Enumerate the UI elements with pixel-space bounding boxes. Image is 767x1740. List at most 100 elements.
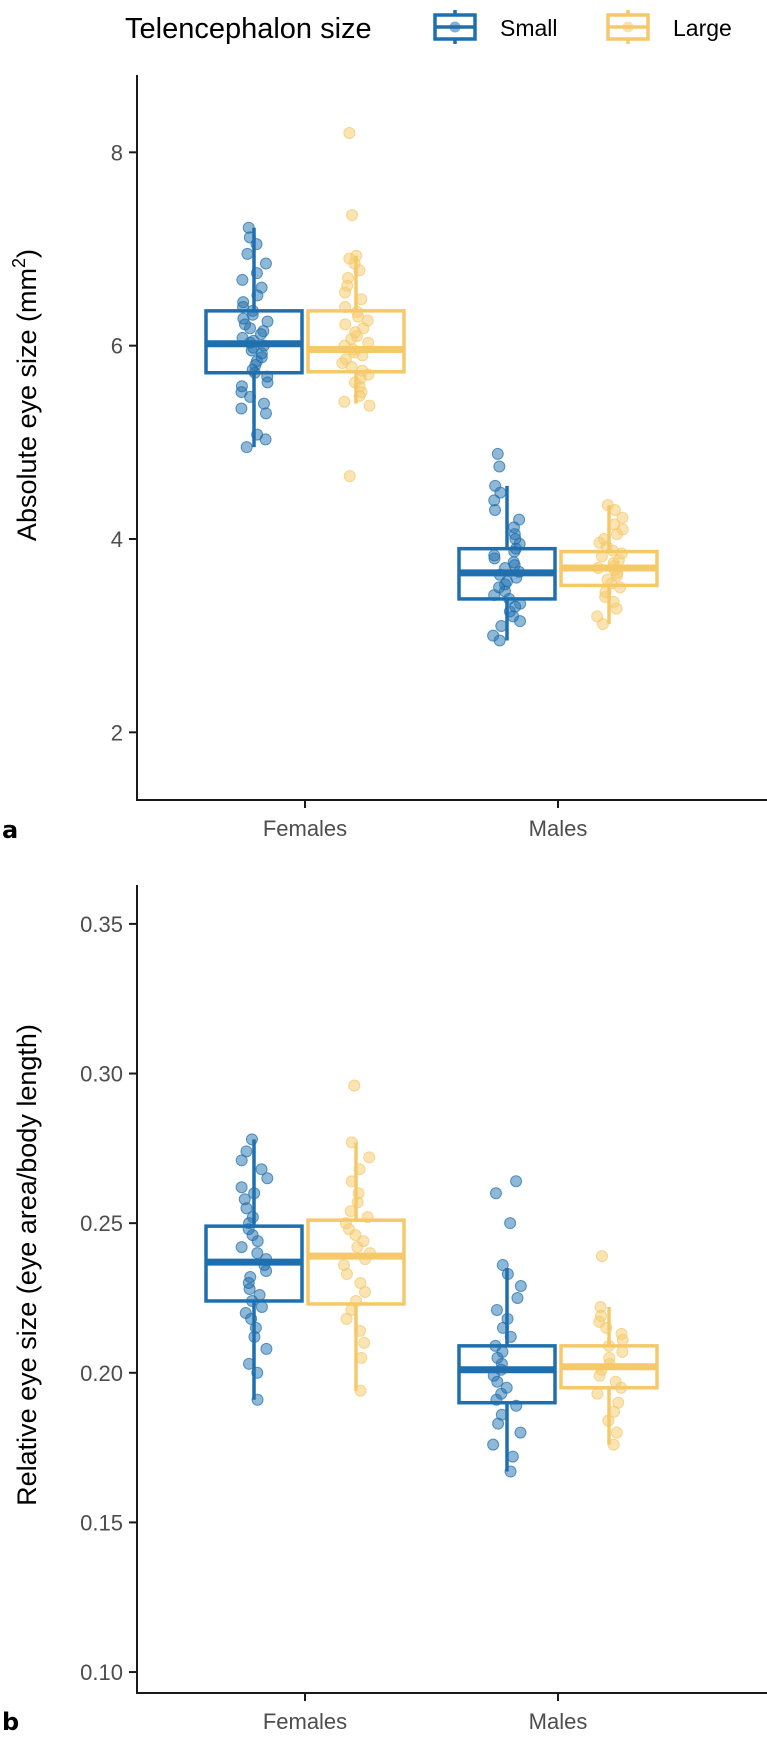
data-point <box>594 1300 607 1313</box>
data-point <box>598 533 611 545</box>
data-point <box>255 1163 268 1176</box>
data-point <box>504 1465 517 1478</box>
data-point <box>344 1205 357 1218</box>
data-point <box>507 556 520 569</box>
data-point <box>261 370 274 383</box>
data-point <box>511 1291 524 1304</box>
data-point <box>612 1396 625 1409</box>
data-point <box>500 1381 513 1394</box>
x-tick-label: Males <box>529 1709 588 1734</box>
data-point <box>343 470 356 483</box>
data-point <box>489 479 502 492</box>
data-point <box>514 1426 527 1439</box>
box-small-females <box>204 221 304 454</box>
data-point <box>259 407 272 420</box>
data-point <box>259 257 272 270</box>
data-point <box>251 1247 264 1260</box>
data-point <box>501 1268 514 1281</box>
box-small-females <box>204 1133 304 1406</box>
data-point <box>240 1145 253 1158</box>
legend-label: Large <box>673 15 732 41</box>
data-point <box>245 1133 258 1146</box>
box-large-males <box>559 499 659 631</box>
x-tick-label: Females <box>263 816 347 841</box>
data-point <box>608 518 621 531</box>
data-point <box>514 597 527 610</box>
legend-key-point <box>622 21 634 33</box>
data-point <box>257 397 270 410</box>
data-point <box>501 1312 514 1325</box>
data-point <box>488 494 501 507</box>
data-point <box>514 1280 527 1293</box>
y-tick-label: 0.10 <box>80 1660 123 1685</box>
data-point <box>339 301 352 313</box>
data-point <box>495 620 508 632</box>
data-point <box>348 1079 361 1092</box>
data-point <box>261 1172 274 1185</box>
data-point <box>350 249 363 262</box>
data-point <box>591 610 604 623</box>
data-point <box>602 1414 615 1427</box>
data-point <box>242 1357 255 1370</box>
data-point <box>607 1438 620 1451</box>
box-large-females <box>306 127 406 483</box>
data-point <box>238 1193 251 1206</box>
data-point <box>235 402 248 415</box>
legend-key-point <box>449 21 461 33</box>
data-point <box>261 315 274 328</box>
data-point <box>358 1336 371 1349</box>
data-point <box>339 318 352 331</box>
data-point <box>251 428 264 441</box>
data-point <box>343 127 356 139</box>
data-point <box>340 1312 353 1325</box>
x-tick-label: Females <box>263 1709 347 1734</box>
data-point <box>355 1351 368 1364</box>
data-point <box>236 273 249 286</box>
data-point <box>357 1235 370 1248</box>
y-tick-label: 2 <box>111 720 123 745</box>
box-large-males <box>559 1250 659 1451</box>
y-tick-label: 0.30 <box>80 1062 123 1087</box>
data-point <box>495 1408 508 1421</box>
data-point <box>260 1342 273 1355</box>
box-small-males <box>457 1175 557 1478</box>
data-point <box>251 1366 264 1379</box>
data-point <box>339 353 352 366</box>
data-point <box>354 1384 367 1397</box>
box-large-females <box>306 1079 406 1397</box>
y-axis-title: Relative eye size (eye area/body length) <box>12 1024 42 1506</box>
data-point <box>339 1217 352 1230</box>
data-point <box>599 586 612 599</box>
data-point <box>345 1136 358 1149</box>
data-point <box>251 1393 264 1406</box>
data-point <box>363 1151 376 1164</box>
data-point <box>239 1306 252 1319</box>
data-point <box>351 305 364 318</box>
data-point <box>352 1187 365 1200</box>
data-point <box>489 1187 502 1200</box>
data-point <box>338 395 351 408</box>
box-small-males <box>457 447 557 647</box>
data-point <box>513 513 526 526</box>
data-point <box>487 629 500 642</box>
data-point <box>235 380 248 393</box>
data-point <box>244 1271 257 1284</box>
data-point <box>255 281 268 294</box>
data-point <box>242 221 255 234</box>
data-point <box>504 1330 517 1343</box>
y-tick-label: 8 <box>111 140 123 165</box>
data-point <box>353 1163 366 1176</box>
data-point <box>609 1375 622 1388</box>
panel-label: b <box>2 1708 19 1736</box>
legend-item-large: Large <box>606 10 732 44</box>
data-point <box>363 399 376 412</box>
data-point <box>615 1327 628 1340</box>
data-point <box>595 1250 608 1263</box>
y-tick-label: 0.15 <box>80 1510 123 1535</box>
data-point <box>355 293 368 306</box>
data-point <box>241 247 254 260</box>
data-point <box>510 1175 523 1188</box>
data-point <box>489 1339 502 1352</box>
data-point <box>342 272 355 284</box>
